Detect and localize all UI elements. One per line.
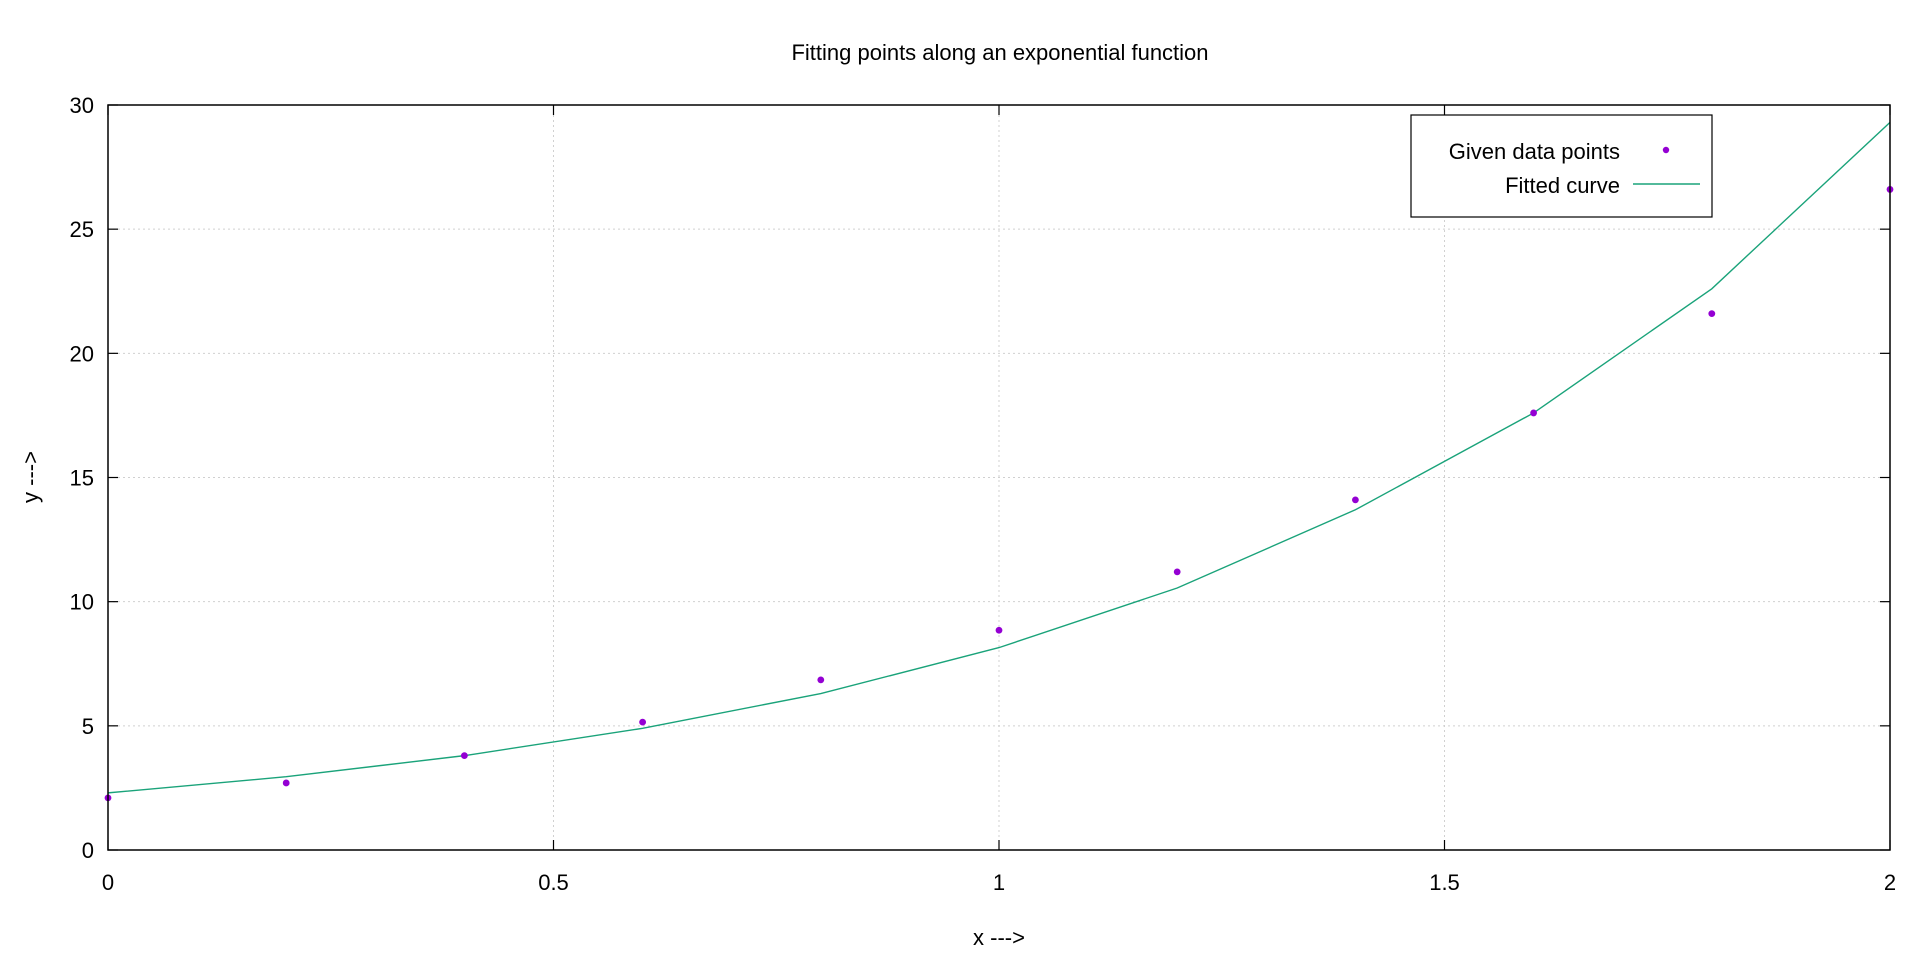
y-tick-label: 0 bbox=[82, 838, 94, 863]
legend-label-curve: Fitted curve bbox=[1505, 173, 1620, 198]
x-tick-label: 0.5 bbox=[538, 870, 569, 895]
y-tick-label: 15 bbox=[70, 466, 94, 491]
fitted-curve-line bbox=[107, 121, 1891, 794]
plot-series bbox=[104, 121, 1894, 802]
grid-lines bbox=[108, 105, 1890, 850]
y-axis-label: y ---> bbox=[18, 451, 43, 503]
y-tick-label: 30 bbox=[70, 93, 94, 118]
x-tick-label: 2 bbox=[1884, 870, 1896, 895]
data-point bbox=[639, 718, 646, 726]
y-tick-label: 25 bbox=[70, 217, 94, 242]
data-point bbox=[1352, 496, 1359, 504]
legend-label-points: Given data points bbox=[1449, 139, 1620, 164]
y-tick-label: 5 bbox=[82, 714, 94, 739]
x-tick-label: 0 bbox=[102, 870, 114, 895]
x-tick-label: 1.5 bbox=[1429, 870, 1460, 895]
chart-title: Fitting points along an exponential func… bbox=[791, 40, 1208, 65]
data-point bbox=[995, 626, 1003, 634]
data-point bbox=[1530, 409, 1537, 417]
data-point bbox=[282, 779, 290, 787]
data-point bbox=[461, 752, 468, 760]
y-axis-tick-labels: 0 5 10 15 20 25 30 bbox=[70, 93, 94, 863]
x-axis-label: x ---> bbox=[973, 925, 1025, 950]
x-axis-tick-labels: 0 0.5 1 1.5 2 bbox=[102, 870, 1896, 895]
data-point bbox=[1708, 310, 1716, 317]
data-point bbox=[1173, 568, 1181, 576]
y-tick-label: 10 bbox=[70, 590, 94, 615]
y-tick-label: 20 bbox=[70, 341, 94, 366]
data-point bbox=[817, 676, 825, 684]
legend: Given data points Fitted curve bbox=[1410, 114, 1713, 218]
legend-point-marker bbox=[1662, 146, 1670, 154]
x-tick-label: 1 bbox=[993, 870, 1005, 895]
plot-frame bbox=[107, 104, 1891, 851]
legend-box bbox=[1410, 114, 1713, 218]
